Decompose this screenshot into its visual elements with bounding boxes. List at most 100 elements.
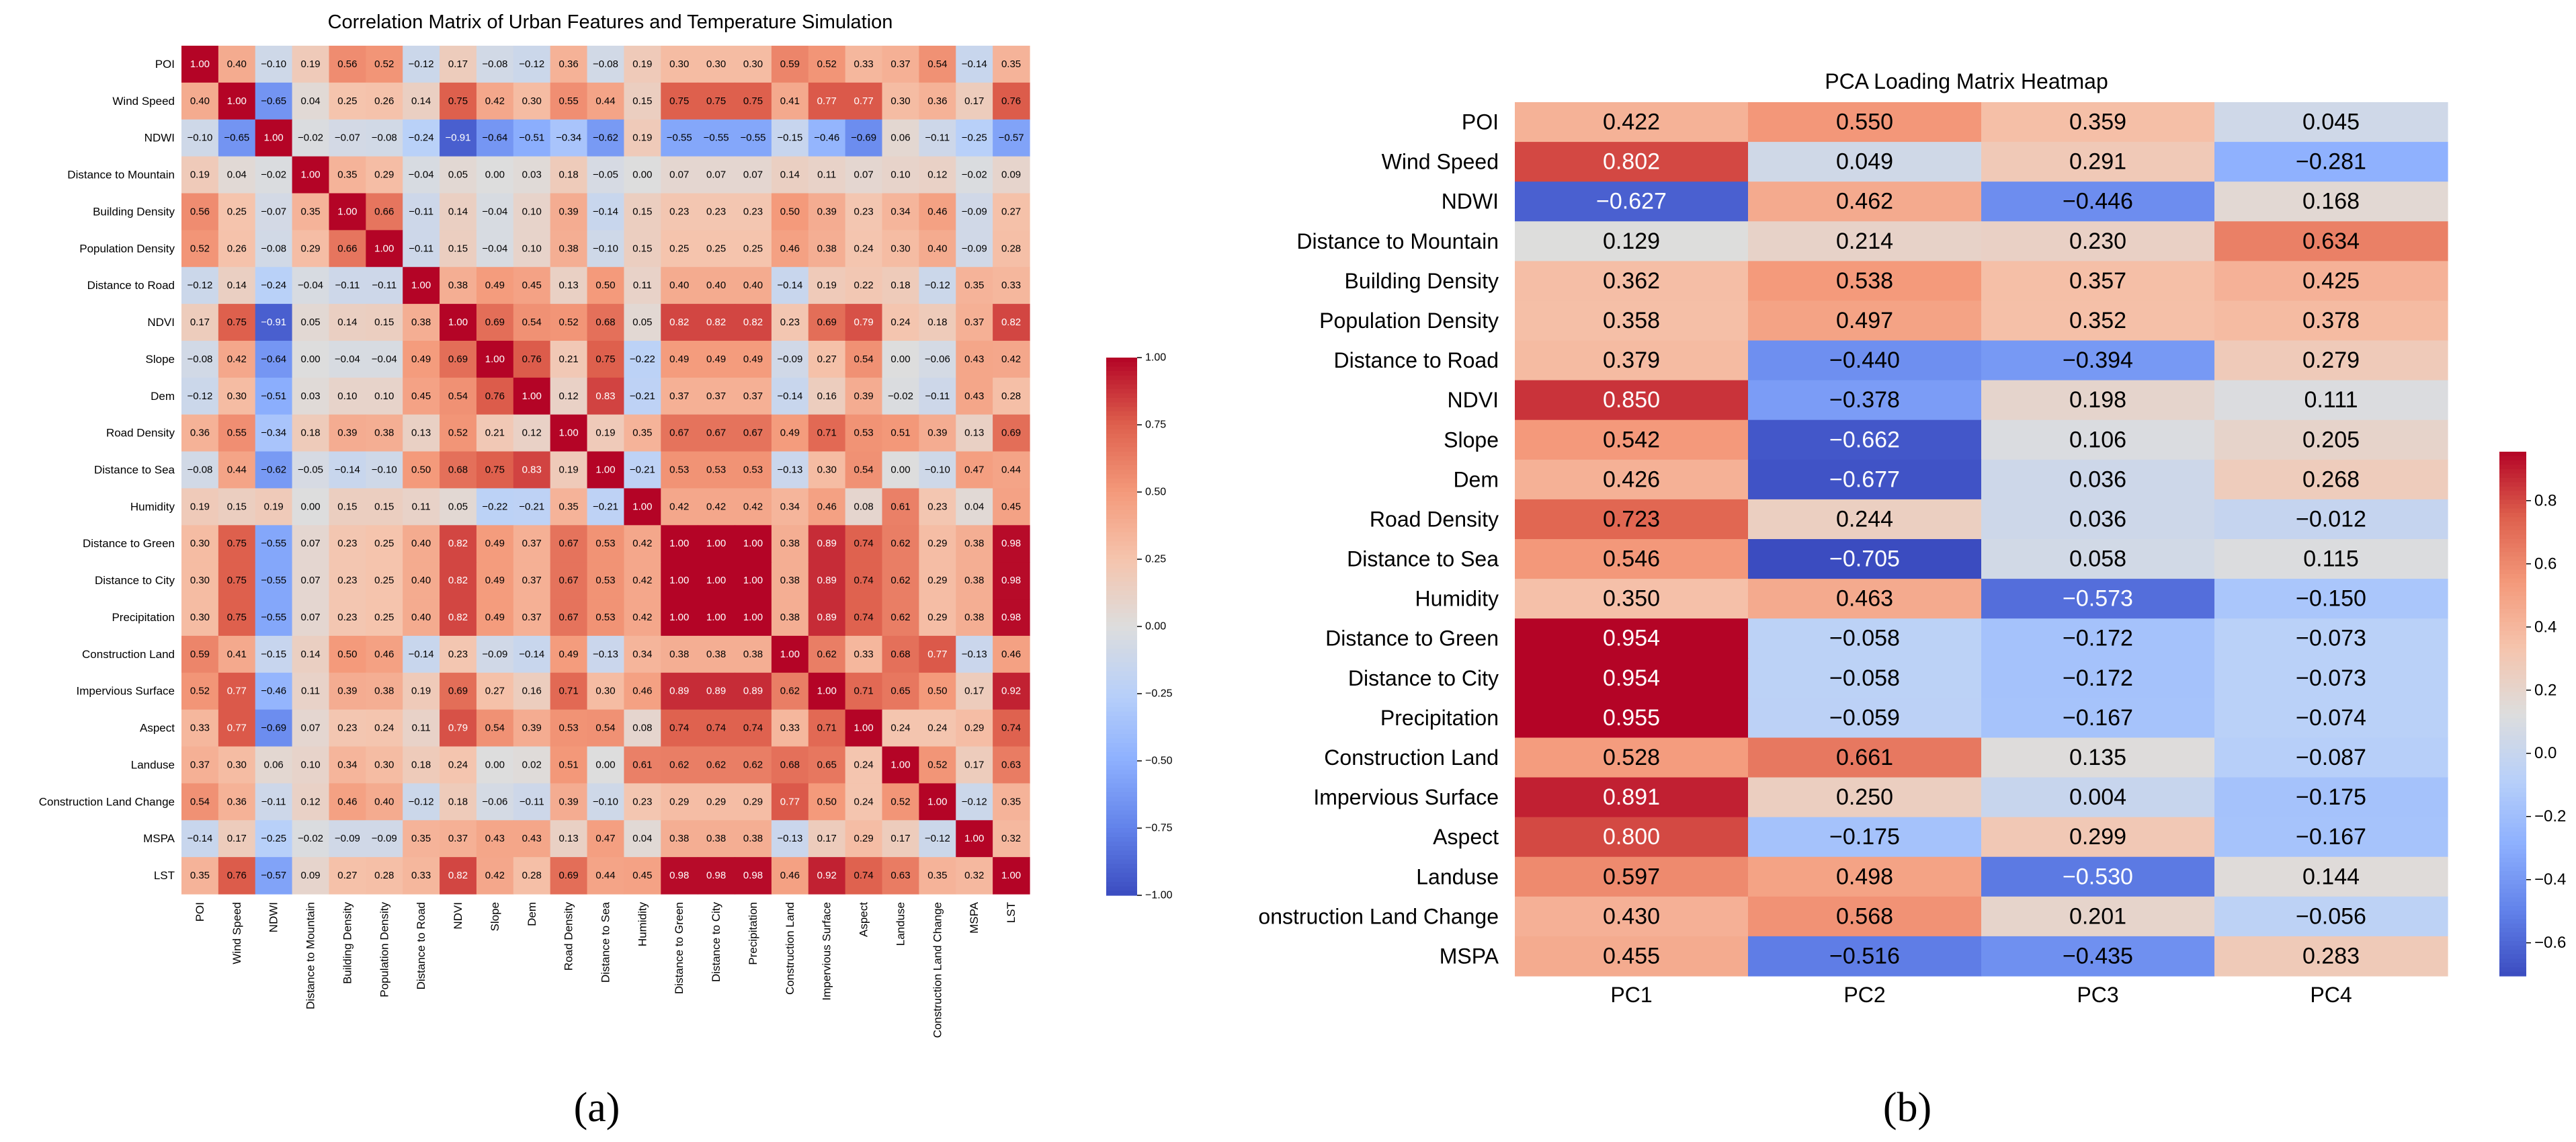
cell-value-label: 0.52 [190, 243, 210, 254]
cell-value-label: 0.426 [1603, 466, 1660, 492]
colorbar-segment [2499, 723, 2526, 728]
heatmap-cell [181, 377, 219, 415]
heatmap-cell [2214, 221, 2448, 261]
heatmap-cell [808, 451, 846, 489]
cell-value-label: 0.67 [743, 427, 763, 439]
cell-value-label: 1.00 [817, 686, 837, 697]
heatmap-cell [882, 746, 919, 784]
heatmap-cell [771, 857, 809, 895]
heatmap-cell [808, 525, 846, 563]
heatmap-cell [808, 414, 846, 452]
cell-value-label: 0.74 [743, 723, 763, 734]
cell-value-label: 0.75 [227, 317, 247, 328]
cell-value-label: 0.68 [780, 759, 800, 770]
heatmap-cell [624, 82, 661, 120]
colorbar-segment [1106, 805, 1137, 811]
heatmap-cell [440, 451, 477, 489]
cell-value-label: 0.63 [1001, 759, 1021, 770]
heatmap-cell [845, 783, 883, 821]
heatmap-cell [513, 119, 551, 157]
cell-value-label: −0.175 [1829, 824, 1900, 850]
heatmap-cell [403, 267, 440, 304]
cell-value-label: 0.49 [485, 575, 505, 586]
cell-value-label: 0.71 [559, 686, 579, 697]
heatmap-cell [513, 562, 551, 600]
colorbar-segment [1106, 886, 1137, 891]
column-tick-label: Impervious Surface [821, 902, 833, 1000]
cell-value-label: 1.00 [411, 280, 431, 291]
cell-value-label: 0.39 [522, 723, 542, 734]
cell-value-label: −0.09 [777, 354, 802, 365]
colorbar-segment [2499, 635, 2526, 641]
colorbar-segment [2499, 561, 2526, 566]
cell-value-label: 0.03 [300, 391, 320, 402]
cell-value-label: 0.82 [1001, 317, 1021, 328]
colorbar-segment [2499, 460, 2526, 466]
heatmap-cell [1981, 102, 2215, 142]
colorbar-segment [2499, 797, 2526, 802]
heatmap-cell [292, 230, 330, 268]
heatmap-cell [1748, 340, 1982, 381]
cell-value-label: 0.26 [374, 95, 394, 107]
colorbar-segment [2499, 499, 2526, 505]
heatmap-cell [956, 156, 993, 194]
cell-value-label: 0.68 [890, 649, 910, 660]
heatmap-cell [550, 672, 588, 710]
heatmap-cell [218, 488, 256, 526]
cell-value-label: 0.22 [854, 280, 873, 291]
heatmap-cell [919, 119, 956, 157]
heatmap-cell [218, 377, 256, 415]
cell-value-label: −0.51 [519, 132, 544, 144]
heatmap-cell [1981, 896, 2215, 937]
cell-value-label: 0.11 [301, 686, 320, 697]
heatmap-cell [624, 746, 661, 784]
cell-value-label: 0.67 [559, 538, 579, 549]
cell-value-label: 0.954 [1603, 665, 1660, 691]
heatmap-cell [550, 599, 588, 637]
heatmap-cell [329, 672, 366, 710]
colorbar-segment [1106, 501, 1137, 506]
cell-value-label: 0.23 [337, 575, 357, 586]
heatmap-cell [661, 230, 698, 268]
colorbar-segment [1106, 514, 1137, 520]
colorbar-segment [1106, 546, 1137, 551]
heatmap-cell [1981, 181, 2215, 222]
colorbar-segment [1106, 358, 1137, 363]
colorbar-segment [2499, 727, 2526, 732]
column-tick-label: Slope [489, 902, 501, 931]
heatmap-cell [808, 599, 846, 637]
cell-value-label: 0.39 [927, 427, 947, 439]
cell-value-label: 0.02 [522, 759, 542, 770]
cell-value-label: 0.69 [1001, 427, 1021, 439]
cell-value-label: 0.462 [1836, 189, 1893, 214]
cell-value-label: −0.07 [335, 132, 360, 144]
cell-value-label: −0.14 [519, 649, 544, 660]
panel-label: (a) [574, 1085, 620, 1131]
colorbar-segment [2499, 705, 2526, 710]
row-tick-label: Impervious Surface [1313, 785, 1499, 809]
chart-title: PCA Loading Matrix Heatmap [1825, 69, 2108, 93]
heatmap-cell [218, 599, 256, 637]
heatmap-cell [218, 672, 256, 710]
heatmap-cell [329, 193, 366, 231]
cell-value-label: 0.46 [927, 206, 947, 217]
cell-value-label: 0.19 [190, 501, 210, 512]
cell-value-label: 0.036 [2069, 466, 2126, 492]
colorbar-segment [2499, 971, 2526, 977]
cell-value-label: 0.27 [485, 686, 505, 697]
cell-value-label: 1.00 [485, 354, 505, 365]
heatmap-cell [440, 525, 477, 563]
heatmap-cell [993, 783, 1030, 821]
colorbar-segment [2499, 906, 2526, 911]
heatmap-cell [550, 82, 588, 120]
heatmap-cell [1748, 737, 1982, 778]
cell-value-label: 0.498 [1836, 864, 1893, 889]
heatmap-cell [882, 672, 919, 710]
colorbar-segment [2499, 740, 2526, 745]
cell-value-label: 0.45 [411, 391, 431, 402]
cell-value-label: 0.30 [890, 95, 910, 107]
cell-value-label: 0.14 [411, 95, 431, 107]
cell-value-label: −0.55 [704, 132, 729, 144]
cell-value-label: 0.23 [780, 317, 800, 328]
heatmap-cell [587, 783, 625, 821]
